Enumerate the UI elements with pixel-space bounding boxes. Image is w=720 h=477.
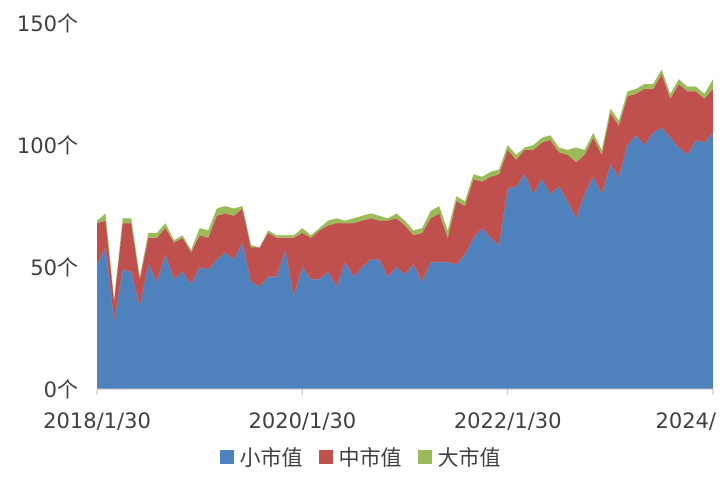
legend-label: 小市值 — [239, 446, 303, 470]
legend-swatch — [219, 450, 234, 464]
stacked-area-chart: 2018/1/30 2020/1/30 2022/1/30 2024/ 0个 50个 10… — [17, 12, 717, 433]
y-tick-label: 100个 — [17, 134, 78, 158]
y-tick-label: 0个 — [44, 378, 78, 402]
x-tick-label: 2022/1/30 — [454, 409, 562, 433]
legend-label: 大市值 — [437, 446, 501, 470]
legend-swatch — [318, 450, 333, 464]
legend-item: 小市值 — [219, 442, 303, 472]
area-series-1 — [97, 127, 713, 390]
area-series-2 — [97, 74, 713, 321]
legend-swatch — [417, 450, 432, 464]
x-tick-label: 2018/1/30 — [43, 409, 151, 433]
x-tick-label: 2024/ — [655, 409, 716, 433]
x-axis-ticks: 2018/1/30 2020/1/30 2022/1/30 2024/ — [43, 389, 717, 433]
legend-item: 大市值 — [417, 442, 501, 472]
y-tick-label: 150个 — [17, 12, 78, 36]
area-layers — [97, 69, 713, 390]
legend-item: 中市值 — [318, 442, 402, 472]
y-tick-label: 50个 — [30, 256, 78, 280]
legend: 小市值 中市值 大市值 — [0, 442, 720, 472]
y-axis-ticks: 0个 50个 100个 150个 — [17, 12, 78, 402]
legend-label: 中市值 — [338, 446, 402, 470]
x-tick-label: 2020/1/30 — [248, 409, 356, 433]
